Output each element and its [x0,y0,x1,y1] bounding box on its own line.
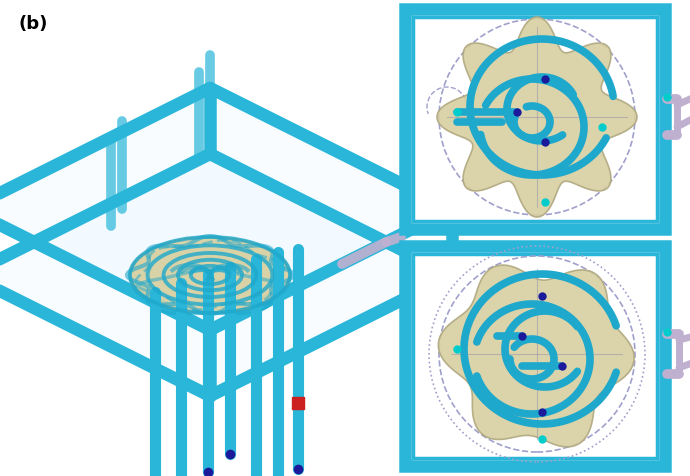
Polygon shape [438,266,634,447]
Polygon shape [0,155,452,396]
Polygon shape [437,18,637,218]
Ellipse shape [130,238,290,313]
Text: (b): (b) [18,15,48,33]
Bar [413,255,657,458]
Bar [405,10,665,229]
Bar [413,18,657,221]
Bar [405,247,665,466]
Polygon shape [0,89,452,330]
